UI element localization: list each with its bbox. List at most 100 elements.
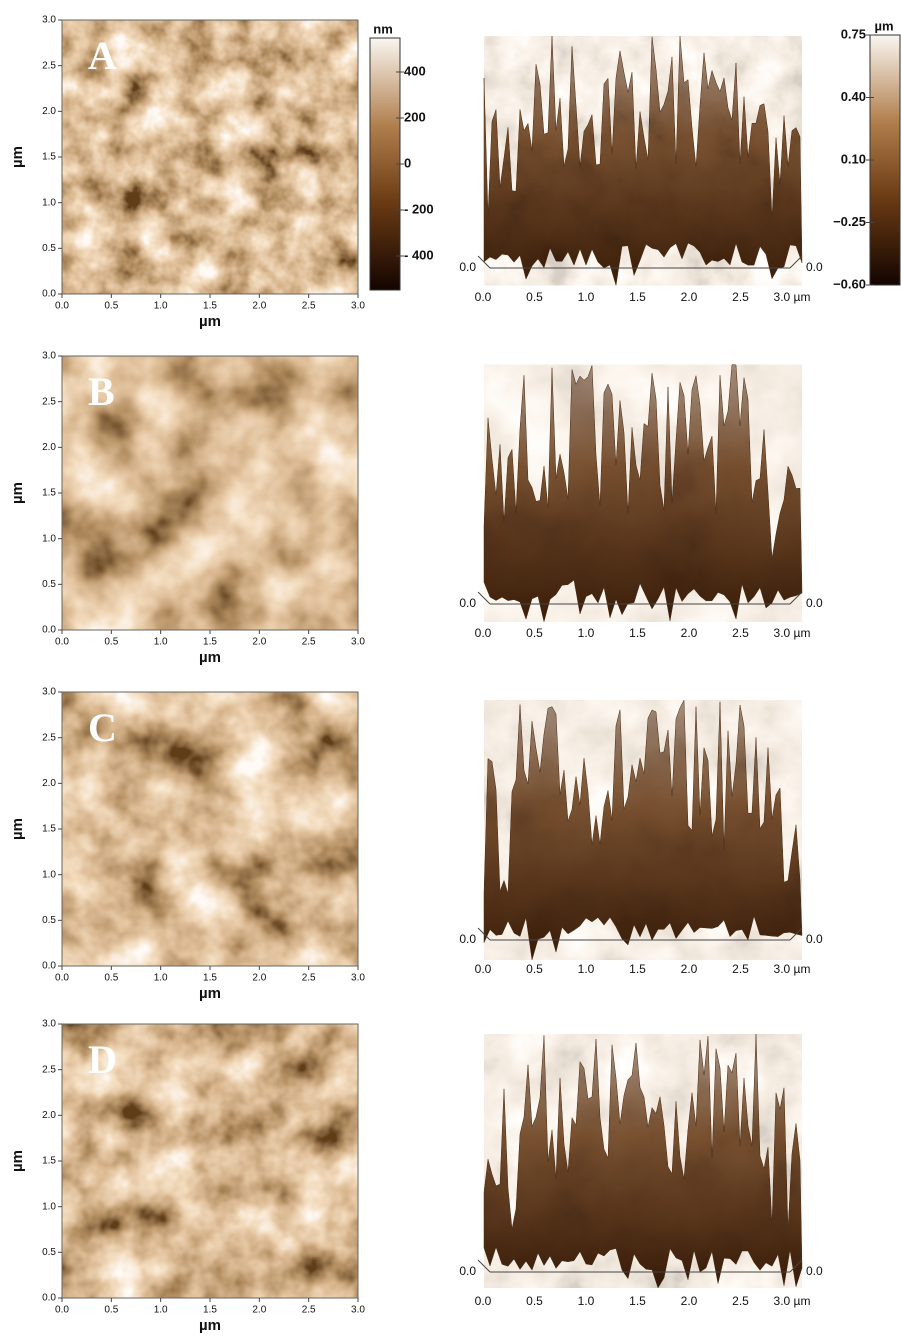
y-tick-label: 2.0 [42,1110,56,1121]
surface-3d-texture [484,1034,802,1288]
y-tick-label: 0.5 [42,579,56,590]
y-tick-label: 1.5 [42,488,56,499]
y-tick-label: 2.0 [42,442,56,453]
x-tick-label: 3.0 [351,637,365,648]
panel-label: D [88,1037,117,1082]
x-tick-label-3d: 1.0 [578,290,595,304]
x-tick-label: 2.0 [252,973,266,984]
x-tick-label: 2.5 [302,973,316,984]
x-tick-label-3d: 1.5 [629,962,646,976]
x-tick-label-3d: 2.0 [681,1294,698,1308]
x-tick-label-3d: 3.0 µm [774,962,811,976]
y-tick-label: 2.0 [42,106,56,117]
x-tick-label-3d: 1.0 [578,1294,595,1308]
z-tick-left: 0.0 [459,1264,476,1278]
x-tick-label-3d: 3.0 µm [774,626,811,640]
y-tick-label: 2.0 [42,778,56,789]
z-tick-left: 0.0 [459,596,476,610]
x-tick-label-3d: 1.5 [629,626,646,640]
y-tick-label: 1.0 [42,1201,56,1212]
x-tick-label: 0.5 [104,1305,118,1316]
x-tick-label: 1.0 [154,973,168,984]
x-tick-label: 1.5 [203,637,217,648]
depth-axis [478,592,490,604]
colorbar-tick-label: - 400 [404,247,434,262]
y-tick-label: 0.0 [42,961,56,972]
x-tick-label-3d: 0.0 [475,962,492,976]
x-tick-label-3d: 0.5 [526,1294,543,1308]
x-tick-label: 1.5 [203,301,217,312]
colorbar-tick-label: - 200 [404,201,434,216]
x-tick-label: 0.5 [104,637,118,648]
x-axis-label: µm [199,1317,221,1334]
x-tick-label-3d: 2.5 [732,626,749,640]
x-tick-label: 0.5 [104,973,118,984]
y-tick-label: 2.5 [42,1064,56,1075]
y-tick-label: 0.0 [42,1293,56,1304]
x-tick-label: 2.0 [252,1305,266,1316]
y-tick-label: 3.0 [42,1019,56,1030]
surface-3d-texture [484,700,802,960]
x-tick-label: 0.0 [55,973,69,984]
x-tick-label: 1.0 [154,637,168,648]
x-tick-label-3d: 1.5 [629,1294,646,1308]
x-tick-label-3d: 0.0 [475,290,492,304]
y-tick-label: 3.0 [42,687,56,698]
y-tick-label: 2.5 [42,396,56,407]
x-axis-label: µm [199,313,221,330]
y-tick-label: 1.5 [42,152,56,163]
colorbar-tick-label: 0.40 [841,89,866,104]
x-tick-label-3d: 1.5 [629,290,646,304]
y-axis-label: µm [9,818,26,840]
x-tick-label-3d: 2.0 [681,962,698,976]
y-tick-label: 3.0 [42,351,56,362]
x-tick-label-3d: 2.5 [732,962,749,976]
colorbar-tick-label: 400 [404,63,426,78]
colorbar-tick-label: 200 [404,109,426,124]
y-tick-label: 0.5 [42,243,56,254]
x-tick-label: 0.0 [55,1305,69,1316]
colorbar-unit: µm [874,18,893,33]
x-tick-label: 3.0 [351,973,365,984]
x-tick-label-3d: 1.0 [578,626,595,640]
z-tick-left: 0.0 [459,932,476,946]
x-tick-label: 1.5 [203,1305,217,1316]
figure: A0.00.51.01.52.02.53.00.00.51.01.52.02.5… [0,0,902,1336]
z-tick-right: 0.0 [806,1264,823,1278]
y-tick-label: 1.0 [42,869,56,880]
x-tick-label: 2.0 [252,637,266,648]
y-tick-label: 1.5 [42,824,56,835]
y-axis-label: µm [9,146,26,168]
x-tick-label: 0.0 [55,301,69,312]
x-tick-label: 3.0 [351,301,365,312]
z-tick-right: 0.0 [806,596,823,610]
x-axis-label: µm [199,985,221,1002]
y-tick-label: 1.5 [42,1156,56,1167]
y-axis-label: µm [9,482,26,504]
panel-label: C [88,705,117,750]
z-tick-right: 0.0 [806,260,823,274]
depth-axis [478,1260,490,1272]
x-tick-label-3d: 0.5 [526,962,543,976]
x-tick-label: 2.5 [302,1305,316,1316]
x-tick-label: 0.5 [104,301,118,312]
x-tick-label: 2.5 [302,301,316,312]
x-tick-label: 0.0 [55,637,69,648]
colorbar-tick-label: 0 [404,155,411,170]
x-tick-label: 1.5 [203,973,217,984]
x-tick-label: 1.0 [154,1305,168,1316]
x-tick-label-3d: 2.5 [732,290,749,304]
x-tick-label-3d: 0.5 [526,290,543,304]
colorbar-tick-label: 0.10 [841,151,866,166]
panel-label: B [88,369,115,414]
colorbar-tick-label: −0.25 [833,214,866,229]
x-tick-label-3d: 2.0 [681,626,698,640]
surface-3d-texture [484,36,802,285]
x-tick-label: 2.5 [302,637,316,648]
z-tick-right: 0.0 [806,932,823,946]
y-axis-label: µm [9,1150,26,1172]
x-tick-label-3d: 0.0 [475,1294,492,1308]
x-tick-label-3d: 2.0 [681,290,698,304]
x-tick-label-3d: 2.5 [732,1294,749,1308]
y-tick-label: 1.0 [42,533,56,544]
